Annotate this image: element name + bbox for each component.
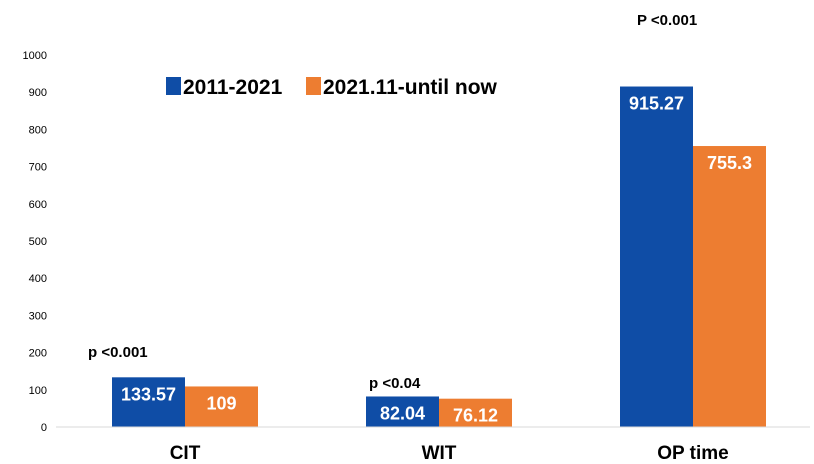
y-tick-label: 600 [29,199,47,211]
y-tick-label: 700 [29,162,47,174]
bar-value-label: 76.12 [453,406,498,426]
bar-value-label: 82.04 [380,403,425,423]
legend: 2011-2021 2021.11-until now [166,76,498,99]
y-axis: 0 100 200 300 400 500 600 700 800 900 1000 [23,50,47,434]
y-tick-label: 1000 [23,50,47,62]
bar-2011-2021-cit [112,377,185,427]
bar-2011-2021-wit [366,396,439,427]
bar-2021-11-until-now-op-time [693,146,766,428]
legend-label-2011-2021: 2011-2021 [183,76,283,99]
value-labels: 133.57 82.04 915.27 109 76.12 755.3 [121,94,752,426]
p-value-annotation: p <0.04 [369,375,421,392]
x-category-label: WIT [422,443,457,464]
bar-value-label: 109 [206,393,236,413]
x-axis: CIT WIT OP time [56,426,810,464]
bar-value-label: 755.3 [707,153,752,173]
y-tick-label: 300 [29,310,47,322]
bars [112,86,766,428]
bar-value-label: 133.57 [121,384,176,404]
y-tick-label: 200 [29,348,47,360]
bar-value-label: 915.27 [629,94,684,114]
x-category-label: CIT [170,443,201,464]
y-tick-label: 500 [29,236,47,248]
bar-2021-11-until-now-cit [185,386,258,427]
y-tick-label: 0 [41,422,47,434]
legend-label-2021-until-now: 2021.11-until now [323,76,498,99]
y-tick-label: 800 [29,124,47,136]
p-value-annotations: p <0.001 p <0.04 P <0.001 [88,12,697,392]
bar-2011-2021-op-time [620,86,693,427]
x-category-label: OP time [657,443,728,464]
legend-swatch-2021-until-now [306,77,321,95]
y-tick-label: 100 [29,385,47,397]
y-tick-label: 400 [29,273,47,285]
bar-2021-11-until-now-wit [439,398,512,427]
p-value-annotation: P <0.001 [637,12,697,29]
legend-swatch-2011-2021 [166,77,181,95]
y-tick-label: 900 [29,87,47,99]
p-value-annotation: p <0.001 [88,344,148,361]
